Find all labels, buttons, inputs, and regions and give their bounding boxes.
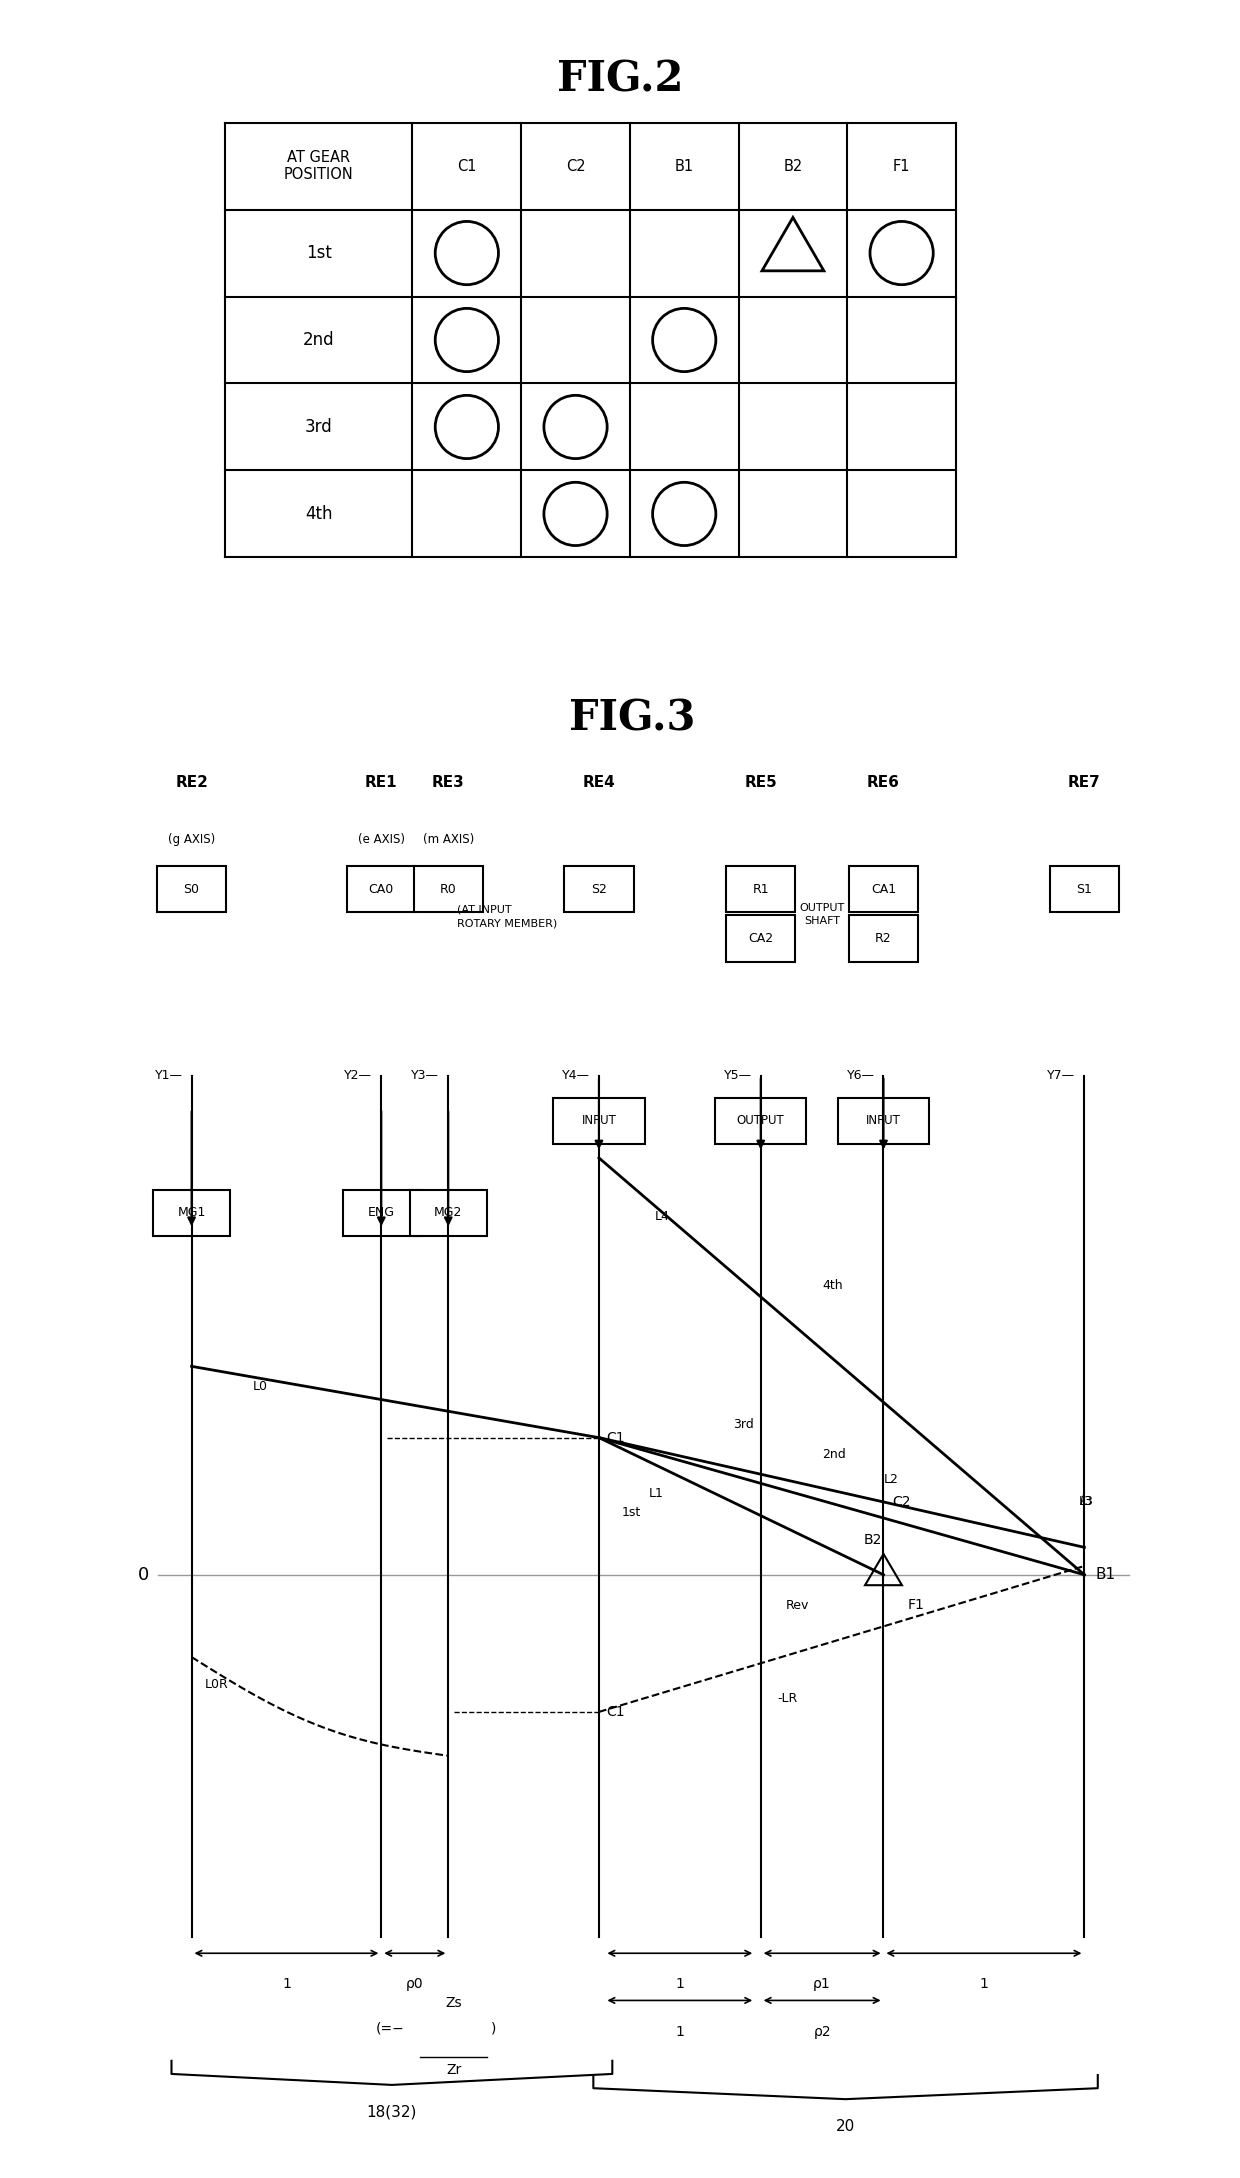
Text: C2: C2	[893, 1496, 911, 1509]
Text: 1: 1	[980, 1978, 988, 1991]
Text: 2nd: 2nd	[822, 1448, 846, 1461]
Text: OUTPUT: OUTPUT	[737, 1115, 785, 1126]
Text: CA0: CA0	[368, 882, 394, 895]
FancyBboxPatch shape	[553, 1098, 645, 1143]
Text: S2: S2	[591, 882, 606, 895]
Text: Y6—: Y6—	[847, 1069, 874, 1082]
Text: Y5—: Y5—	[724, 1069, 751, 1082]
FancyBboxPatch shape	[849, 867, 918, 913]
Text: F1: F1	[908, 1599, 925, 1612]
Text: 2nd: 2nd	[303, 331, 335, 348]
Text: 20: 20	[836, 2119, 856, 2134]
Text: 1: 1	[281, 1978, 291, 1991]
Text: AT GEAR
POSITION: AT GEAR POSITION	[284, 150, 353, 183]
Text: -LR: -LR	[777, 1692, 797, 1705]
FancyBboxPatch shape	[347, 867, 415, 913]
FancyBboxPatch shape	[1050, 867, 1118, 913]
Text: 4th: 4th	[822, 1278, 843, 1292]
Text: CA2: CA2	[748, 932, 774, 945]
Text: 1: 1	[676, 1978, 684, 1991]
FancyBboxPatch shape	[849, 915, 918, 960]
Text: L0R: L0R	[205, 1677, 228, 1690]
Text: L1: L1	[649, 1488, 663, 1501]
Text: 1st: 1st	[621, 1505, 641, 1518]
Text: Zs: Zs	[445, 1997, 463, 2010]
Text: Rev: Rev	[785, 1599, 808, 1612]
Text: 3rd: 3rd	[305, 418, 332, 436]
Text: FIG.2: FIG.2	[557, 59, 683, 100]
Text: L3: L3	[1079, 1494, 1094, 1507]
Text: RE5: RE5	[744, 775, 777, 791]
Text: L2: L2	[883, 1472, 898, 1485]
FancyBboxPatch shape	[409, 1189, 487, 1235]
Text: Y1—: Y1—	[155, 1069, 182, 1082]
Text: Y4—: Y4—	[562, 1069, 590, 1082]
Text: INPUT: INPUT	[582, 1115, 616, 1126]
FancyBboxPatch shape	[727, 915, 795, 960]
FancyBboxPatch shape	[414, 867, 482, 913]
Text: 0: 0	[138, 1566, 149, 1583]
Text: B2: B2	[863, 1533, 882, 1546]
Text: Zr: Zr	[446, 2063, 461, 2078]
Text: Y3—: Y3—	[412, 1069, 439, 1082]
Text: B1: B1	[675, 159, 694, 174]
Text: S1: S1	[1076, 882, 1092, 895]
Text: RE4: RE4	[583, 775, 615, 791]
FancyBboxPatch shape	[715, 1098, 806, 1143]
Text: S0: S0	[184, 882, 200, 895]
Text: B1: B1	[1096, 1568, 1116, 1581]
Text: R1: R1	[753, 882, 769, 895]
Text: R2: R2	[875, 932, 892, 945]
Text: 1st: 1st	[306, 244, 331, 261]
FancyBboxPatch shape	[727, 867, 795, 913]
Text: RE1: RE1	[365, 775, 398, 791]
Text: ρ0: ρ0	[405, 1978, 424, 1991]
Text: CA1: CA1	[870, 882, 897, 895]
Text: L4: L4	[655, 1211, 670, 1222]
Text: 3rd: 3rd	[733, 1418, 754, 1431]
Text: OUTPUT
SHAFT: OUTPUT SHAFT	[800, 902, 844, 926]
Text: 1: 1	[676, 2026, 684, 2039]
Text: ρ1: ρ1	[813, 1978, 831, 1991]
Text: Y7—: Y7—	[1048, 1069, 1075, 1082]
Text: 4th: 4th	[305, 505, 332, 523]
Text: L0: L0	[253, 1379, 268, 1392]
Text: B2: B2	[784, 159, 802, 174]
Text: MG2: MG2	[434, 1207, 463, 1220]
Text: RE3: RE3	[432, 775, 465, 791]
Text: (AT INPUT
ROTARY MEMBER): (AT INPUT ROTARY MEMBER)	[458, 904, 558, 928]
FancyBboxPatch shape	[342, 1189, 420, 1235]
Text: (g AXIS): (g AXIS)	[167, 834, 216, 847]
Text: (=−: (=−	[376, 2021, 404, 2034]
Text: (m AXIS): (m AXIS)	[423, 834, 474, 847]
Text: ρ2: ρ2	[813, 2026, 831, 2039]
Text: F1: F1	[893, 159, 910, 174]
Text: INPUT: INPUT	[866, 1115, 901, 1126]
Text: 18(32): 18(32)	[367, 2104, 417, 2119]
Text: C1: C1	[606, 1431, 625, 1444]
Text: MG1: MG1	[177, 1207, 206, 1220]
FancyBboxPatch shape	[838, 1098, 929, 1143]
FancyBboxPatch shape	[157, 867, 226, 913]
Text: C2: C2	[565, 159, 585, 174]
Text: ℓ3: ℓ3	[1079, 1494, 1091, 1507]
Text: C1: C1	[458, 159, 476, 174]
Text: Y2—: Y2—	[345, 1069, 372, 1082]
Text: ENG: ENG	[368, 1207, 394, 1220]
Text: RE2: RE2	[175, 775, 208, 791]
FancyBboxPatch shape	[153, 1189, 231, 1235]
Text: RE6: RE6	[867, 775, 900, 791]
Text: FIG.3: FIG.3	[569, 697, 696, 738]
Text: (e AXIS): (e AXIS)	[358, 834, 404, 847]
Text: ): )	[491, 2021, 496, 2034]
Text: RE7: RE7	[1068, 775, 1101, 791]
Text: R0: R0	[440, 882, 456, 895]
Text: C1: C1	[606, 1705, 625, 1718]
FancyBboxPatch shape	[564, 867, 634, 913]
